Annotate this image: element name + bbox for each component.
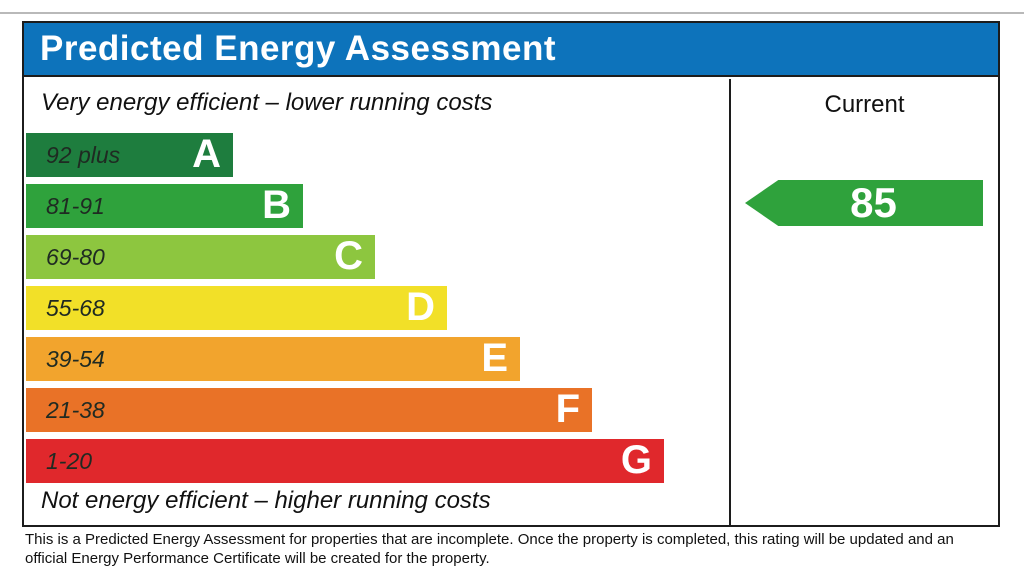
epc-chart-frame: Predicted Energy Assessment Very energy …	[22, 21, 1000, 527]
footer-line-2: official Energy Performance Certificate …	[25, 550, 490, 567]
rating-band: 39-54 E	[26, 337, 520, 381]
band-letter: A	[192, 132, 221, 176]
title-bar: Predicted Energy Assessment	[24, 23, 998, 77]
page-top-rule	[0, 12, 1024, 14]
band-range-label: 92 plus	[46, 142, 121, 168]
rating-band: 55-68 D	[26, 286, 447, 330]
rating-band: 21-38 F	[26, 388, 592, 432]
band-range-label: 39-54	[46, 346, 105, 372]
band-letter: C	[334, 234, 363, 278]
rating-band: 92 plus A	[26, 133, 233, 177]
band-range-label: 81-91	[46, 193, 105, 219]
band-range-label: 1-20	[46, 448, 93, 474]
band-letter: G	[620, 438, 652, 482]
band-range-label: 21-38	[46, 397, 105, 423]
not-efficient-caption: Not energy efficient – higher running co…	[41, 487, 491, 514]
column-divider	[729, 79, 731, 525]
rating-band: 1-20 G	[26, 439, 664, 483]
efficient-caption: Very energy efficient – lower running co…	[41, 89, 493, 116]
current-rating-arrow: 85	[745, 180, 983, 226]
footer-note: This is a Predicted Energy Assessment fo…	[25, 530, 954, 568]
current-rating-value: 85	[850, 179, 897, 226]
band-letter: E	[481, 336, 508, 380]
band-range-label: 69-80	[46, 244, 105, 270]
band-range-label: 55-68	[46, 295, 105, 321]
band-letter: D	[406, 285, 435, 329]
current-column: Current 85	[731, 79, 998, 525]
rating-band: 81-91 B	[26, 184, 303, 228]
band-letter: F	[555, 387, 580, 431]
current-column-header: Current	[824, 91, 905, 118]
band-letter: B	[262, 183, 291, 227]
footer-line-1: This is a Predicted Energy Assessment fo…	[25, 531, 954, 548]
rating-band: 69-80 C	[26, 235, 375, 279]
page-title: Predicted Energy Assessment	[40, 29, 557, 68]
